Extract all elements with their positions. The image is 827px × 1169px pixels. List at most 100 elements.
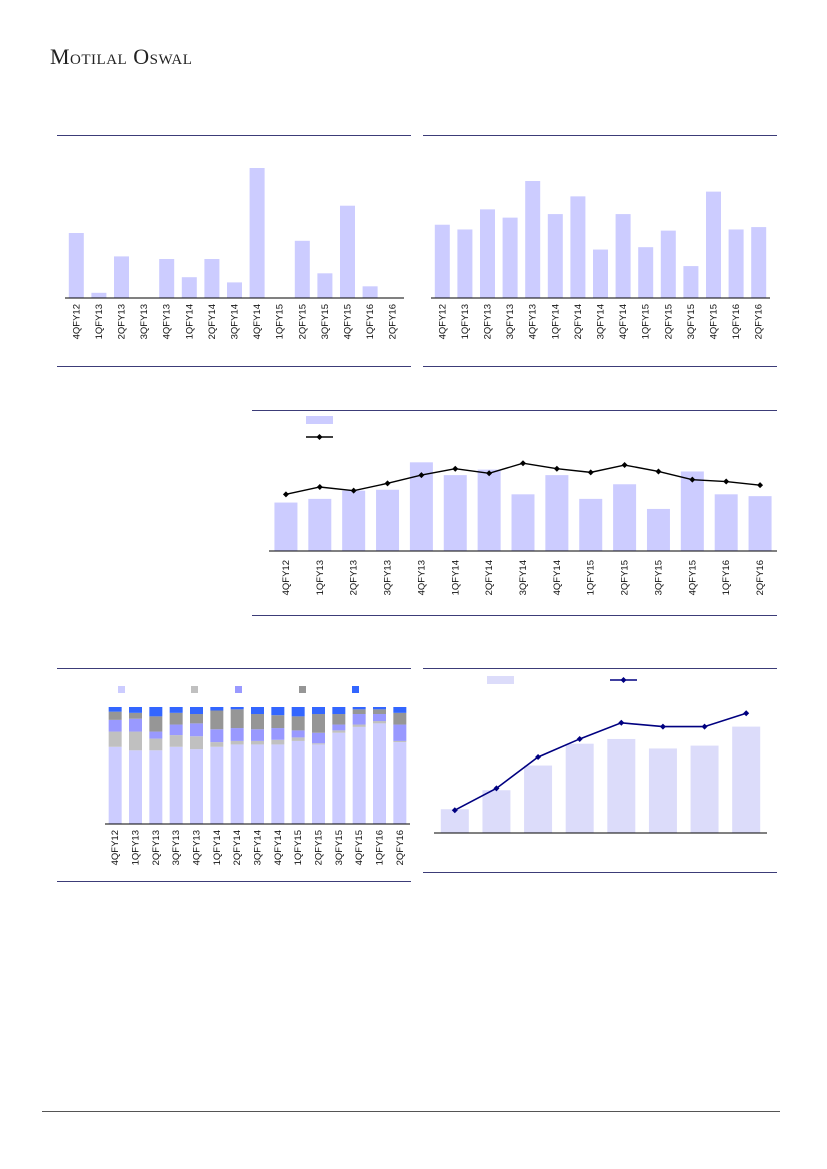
marker-c3-3 xyxy=(384,480,391,487)
bar-c4-13-s2 xyxy=(373,714,386,722)
bar-c3-11 xyxy=(646,508,670,551)
tick-c3-13: 1QFY16 xyxy=(721,560,732,595)
tick-c3-8: 4QFY14 xyxy=(552,560,563,595)
line-c5 xyxy=(454,712,747,811)
bar-c3-5 xyxy=(443,475,467,551)
bar-c4-11-s3 xyxy=(332,714,346,725)
bar-c4-2-s4 xyxy=(149,707,163,717)
bar-c4-12-s3 xyxy=(352,709,366,715)
bar-c4-11-s0 xyxy=(332,732,346,824)
bar-c3-2 xyxy=(342,490,366,551)
bar-c1-11 xyxy=(317,273,333,298)
bar-c4-10-s2 xyxy=(312,732,325,744)
tick-c2-10: 2QFY15 xyxy=(663,304,674,339)
brand-logo: Motilal Oswal xyxy=(50,44,193,69)
bar-c4-7-s4 xyxy=(251,707,264,715)
bar-c4-7-s0 xyxy=(251,744,264,824)
bar-c4-10-s1 xyxy=(312,743,325,745)
bar-c4-14-s1 xyxy=(393,740,407,743)
bar-c4-14-s4 xyxy=(393,707,407,713)
tick-c3-5: 1QFY14 xyxy=(450,560,461,595)
tick-c4-5: 1QFY14 xyxy=(212,830,223,865)
bar-c4-6-s3 xyxy=(230,709,244,729)
bar-c5-0 xyxy=(440,809,469,833)
marker-c5-1 xyxy=(493,785,500,792)
tick-c1-1: 1QFY13 xyxy=(94,304,105,339)
bar-c1-12 xyxy=(340,205,355,298)
bar-c4-11-s2 xyxy=(332,724,346,731)
bar-c4-13-s4 xyxy=(373,707,386,710)
tick-c4-7: 3QFY14 xyxy=(253,830,264,865)
tick-c4-1: 1QFY13 xyxy=(131,830,142,865)
bar-c4-5-s0 xyxy=(210,746,224,824)
tick-c3-6: 2QFY14 xyxy=(484,560,495,595)
tick-c2-6: 2QFY14 xyxy=(573,304,584,339)
bar-c4-14-s0 xyxy=(393,742,407,824)
bar-c3-13 xyxy=(714,494,738,551)
tick-c4-4: 4QFY13 xyxy=(192,830,203,865)
bar-c2-11 xyxy=(683,266,699,298)
bar-c2-4 xyxy=(525,181,541,298)
tick-c1-11: 3QFY15 xyxy=(320,304,331,339)
bar-c4-3-s4 xyxy=(169,707,183,713)
tick-c3-0: 4QFY12 xyxy=(281,560,292,595)
legend-swatch-c4-3 xyxy=(299,686,306,693)
tick-c2-1: 1QFY13 xyxy=(460,304,471,339)
bar-c1-13 xyxy=(362,286,378,298)
bar-c4-4-s0 xyxy=(190,749,203,824)
marker-c3-11 xyxy=(655,468,662,475)
bar-c4-13-s0 xyxy=(373,723,386,824)
exhibit-bottom-rule-3 xyxy=(252,615,777,616)
legend-swatch-c5-bar xyxy=(487,676,514,684)
tick-c2-7: 3QFY14 xyxy=(596,304,607,339)
bar-c4-4-s4 xyxy=(190,707,203,715)
tick-c1-0: 4QFY12 xyxy=(71,304,82,339)
bar-c3-10 xyxy=(613,484,637,551)
legend-swatch-c4-1 xyxy=(191,686,198,693)
bar-c4-11-s4 xyxy=(332,707,346,715)
bar-c5-6 xyxy=(690,745,719,833)
bar-c4-9-s0 xyxy=(291,740,305,824)
marker-c3-9 xyxy=(587,469,594,476)
exhibit-bottom-rule-1 xyxy=(57,366,411,367)
marker-c3-10 xyxy=(621,462,628,469)
bar-c4-2-s2 xyxy=(149,731,163,739)
legend-swatch-c4-2 xyxy=(235,686,242,693)
bar-c4-0-s4 xyxy=(108,707,122,712)
bar-c4-3-s0 xyxy=(169,746,183,824)
bar-c4-14-s3 xyxy=(393,712,407,725)
bar-c4-1-s2 xyxy=(129,718,142,732)
bar-c2-10 xyxy=(660,230,676,298)
tick-c1-10: 2QFY15 xyxy=(297,304,308,339)
bar-c1-8 xyxy=(249,168,265,298)
tick-c3-1: 1QFY13 xyxy=(315,560,326,595)
legend-swatch-c3-bar xyxy=(306,416,333,424)
bar-c4-3-s3 xyxy=(169,712,183,725)
bar-c4-0-s3 xyxy=(108,711,122,720)
exhibit-bottom-rule-5 xyxy=(423,872,777,873)
tick-c2-5: 1QFY14 xyxy=(550,304,561,339)
bar-c4-9-s1 xyxy=(291,737,305,741)
bar-c1-4 xyxy=(159,259,175,298)
bar-c3-0 xyxy=(274,502,298,551)
tick-c4-9: 1QFY15 xyxy=(293,830,304,865)
tick-c4-10: 2QFY15 xyxy=(314,830,325,865)
bar-c5-3 xyxy=(565,743,594,833)
bar-c4-4-s1 xyxy=(190,736,203,750)
bar-c4-8-s2 xyxy=(271,728,285,740)
legend-swatch-c4-4 xyxy=(352,686,359,693)
bar-c4-2-s1 xyxy=(149,738,163,751)
marker-c3-1 xyxy=(316,484,323,490)
tick-c4-11: 3QFY15 xyxy=(334,830,345,865)
tick-c4-6: 2QFY14 xyxy=(232,830,243,865)
footer-rule xyxy=(42,1111,780,1112)
bar-c4-8-s4 xyxy=(271,707,285,716)
bar-c5-7 xyxy=(732,726,761,833)
marker-c3-13 xyxy=(723,478,730,485)
bar-c4-7-s1 xyxy=(251,740,264,745)
tick-c4-3: 3QFY13 xyxy=(171,830,182,865)
bar-c4-6-s2 xyxy=(230,728,244,741)
tick-c1-5: 1QFY14 xyxy=(184,304,195,339)
